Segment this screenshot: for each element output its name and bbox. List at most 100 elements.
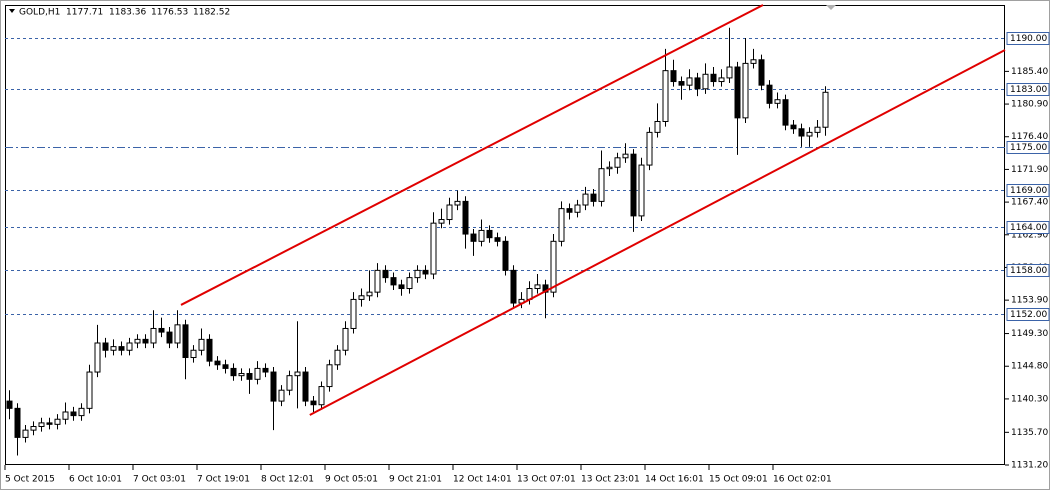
level-label: 1158.00 (1010, 266, 1047, 276)
candle-body (606, 166, 613, 170)
candle-body (350, 298, 357, 329)
x-tick-label: 14 Oct 16:01 (645, 475, 704, 485)
candle-body (334, 349, 341, 366)
candle-body (486, 229, 493, 239)
candle-body (814, 126, 821, 133)
level-label: 1152.00 (1010, 310, 1047, 320)
shift-marker[interactable] (826, 5, 836, 10)
y-tick-label: 1144.80 (1011, 362, 1048, 372)
x-tick-label: 15 Oct 09:01 (709, 475, 768, 485)
candle-body (110, 346, 117, 351)
candle-body (174, 324, 181, 344)
candle-body (238, 372, 245, 377)
candle-body (150, 327, 157, 344)
x-tick-label: 9 Oct 21:01 (389, 475, 442, 485)
trendline (309, 49, 1006, 416)
candle-body (102, 342, 109, 351)
candle-body (46, 422, 53, 425)
candle-body (94, 342, 101, 373)
y-tick-label: 1180.90 (1011, 100, 1048, 110)
candle-body (390, 277, 397, 286)
axes: 1185.40 1180.90 1176.40 1171.90 1167.40 1162.… (4, 32, 1050, 485)
candle-body (718, 77, 725, 83)
x-tick-label: 12 Oct 14:01 (453, 475, 512, 485)
candle-body (766, 84, 773, 104)
level-label-box (1006, 221, 1050, 234)
header-low: 1176.53 (151, 8, 188, 18)
level-label-box (1006, 32, 1050, 45)
candle-body (686, 77, 693, 86)
x-tick-label: 6 Oct 10:01 (69, 475, 122, 485)
x-tick-label: 7 Oct 19:01 (197, 475, 250, 485)
header-close: 1182.52 (193, 8, 230, 18)
plot-frame (5, 5, 1005, 465)
candle-body (342, 327, 349, 351)
candle-body (774, 99, 781, 104)
header-open: 1177.71 (66, 8, 103, 18)
candle-body (478, 229, 485, 242)
y-tick-label: 1185.40 (1011, 67, 1048, 77)
candle-body (318, 386, 325, 406)
candle-body (198, 338, 205, 351)
header-arrow[interactable] (9, 9, 15, 13)
candle-body (662, 70, 669, 122)
candle-body (246, 372, 253, 380)
candle-body (86, 371, 93, 409)
x-tick-label: 7 Oct 03:01 (133, 475, 186, 485)
candle-body (254, 367, 261, 380)
candle-body (270, 371, 277, 402)
x-tick-label: 13 Oct 07:01 (517, 475, 576, 485)
candle-body (62, 411, 69, 420)
candle-body (214, 360, 221, 366)
candle-body (118, 346, 125, 351)
candle-body (230, 367, 237, 377)
y-tick-label: 1131.20 (1011, 461, 1048, 471)
candle-body (726, 66, 733, 79)
level-label: 1169.00 (1010, 186, 1047, 196)
y-tick-label: 1153.90 (1011, 296, 1048, 306)
candle-body (70, 411, 77, 417)
candle-body (798, 128, 805, 137)
candle-body (470, 233, 477, 242)
candle-body (646, 131, 653, 166)
candle-body (806, 131, 813, 137)
candle-body (406, 277, 413, 290)
candle-body (750, 59, 757, 64)
candle-body (166, 331, 173, 344)
candle-body (294, 371, 301, 377)
level-label-box (1006, 184, 1050, 197)
y-tick-label: 1140.30 (1011, 394, 1048, 404)
level-label: 1190.00 (1010, 34, 1047, 44)
candle-body (790, 124, 797, 130)
candle-body (398, 284, 405, 290)
candle-body (158, 327, 165, 333)
candle-body (622, 153, 629, 159)
candle-body (630, 153, 637, 217)
level-label-box (1006, 308, 1050, 321)
candle-body (550, 240, 557, 293)
candle-body (430, 222, 437, 275)
candle-body (414, 269, 421, 279)
candle-body (358, 295, 365, 300)
candle-body (6, 400, 13, 409)
candle-body (54, 418, 61, 425)
x-tick-label: 13 Oct 23:01 (581, 475, 640, 485)
candle-body (126, 342, 133, 351)
candle-body (278, 389, 285, 402)
candle-body (782, 99, 789, 126)
candle-body (286, 375, 293, 391)
candle-body (78, 407, 85, 417)
candle-body (38, 422, 45, 428)
x-tick-label: 16 Oct 02:01 (773, 475, 832, 485)
candle-body (14, 407, 21, 438)
candle-body (670, 70, 677, 83)
candle-body (574, 204, 581, 213)
y-tick-label: 1167.40 (1011, 198, 1048, 208)
candle-body (614, 157, 621, 168)
candle-body (566, 208, 573, 213)
trendline (180, 4, 764, 306)
candle-body (598, 168, 605, 202)
candle-body (822, 91, 829, 128)
candle-body (534, 284, 541, 290)
